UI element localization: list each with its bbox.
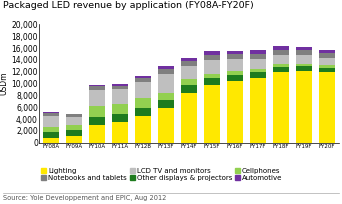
Bar [43,112,59,113]
Bar [158,67,174,69]
Bar [43,132,59,138]
Bar [112,104,128,114]
Bar [135,108,151,116]
Bar [181,66,197,80]
Bar [273,72,289,143]
Bar [181,58,197,61]
Bar [296,63,312,67]
Bar [227,51,243,54]
Bar [112,89,128,104]
Bar [319,72,335,143]
Bar [43,127,59,132]
Bar [204,51,220,55]
Bar [112,122,128,143]
Bar [204,85,220,143]
Bar [227,71,243,75]
Bar [181,85,197,93]
Bar [89,106,105,117]
Bar [158,100,174,109]
Bar [250,50,266,54]
Bar [319,65,335,68]
Bar [204,78,220,85]
Bar [181,93,197,143]
Bar [250,72,266,78]
Bar [227,75,243,81]
Bar [250,78,266,143]
Bar [273,46,289,50]
Bar [89,90,105,106]
Bar [204,60,220,74]
Bar [227,59,243,71]
Bar [66,136,82,143]
Bar [250,54,266,59]
Bar [158,74,174,93]
Bar [135,82,151,99]
Bar [181,61,197,66]
Bar [89,86,105,90]
Bar [112,86,128,89]
Bar [296,55,312,63]
Bar [112,84,128,86]
Bar [135,116,151,143]
Bar [319,53,335,58]
Bar [112,114,128,122]
Bar [273,64,289,67]
Bar [89,85,105,86]
Y-axis label: USDm: USDm [0,72,9,95]
Bar [43,138,59,143]
Bar [296,71,312,143]
Bar [319,68,335,72]
Bar [296,50,312,55]
Bar [66,114,82,117]
Bar [135,78,151,82]
Bar [89,125,105,143]
Bar [89,117,105,125]
Bar [273,55,289,64]
Bar [204,55,220,60]
Bar [250,69,266,72]
Bar [66,130,82,136]
Text: Packaged LED revenue by application (FY08A-FY20F): Packaged LED revenue by application (FY0… [3,1,254,10]
Bar [319,50,335,53]
Bar [227,54,243,59]
Bar [273,67,289,72]
Bar [273,50,289,55]
Bar [227,81,243,143]
Bar [135,99,151,108]
Bar [43,116,59,127]
Bar [319,58,335,65]
Bar [66,117,82,125]
Bar [158,93,174,100]
Bar [66,125,82,130]
Bar [181,80,197,85]
Bar [296,67,312,71]
Bar [204,74,220,78]
Bar [296,47,312,50]
Legend: Lighting, Notebooks and tablets, LCD TV and monitors, Other displays & projector: Lighting, Notebooks and tablets, LCD TV … [41,167,282,181]
Bar [43,113,59,116]
Text: Source: Yole Developpement and EPIC, Aug 2012: Source: Yole Developpement and EPIC, Aug… [3,195,167,201]
Bar [66,113,82,114]
Bar [250,59,266,69]
Bar [158,109,174,143]
Bar [158,69,174,74]
Bar [135,76,151,78]
